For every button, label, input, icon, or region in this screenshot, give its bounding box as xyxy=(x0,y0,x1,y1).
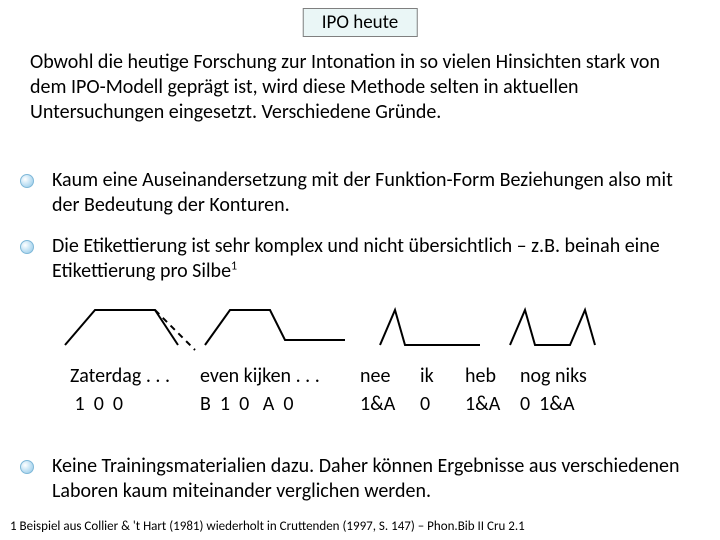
example-tag: 0 xyxy=(420,392,465,416)
intonation-contours xyxy=(60,300,660,360)
example-word: nog niks xyxy=(520,364,620,388)
example-tag: 1&A xyxy=(465,392,520,416)
bullet-text-3: Keine Trainingsmaterialien dazu. Daher k… xyxy=(52,454,705,504)
bullet-item-1: Kaum eine Auseinandersetzung mit der Fun… xyxy=(20,168,690,218)
example-word: even kijken . . . xyxy=(200,364,360,388)
example-tag: 0 1&A xyxy=(520,392,620,416)
contours-svg xyxy=(60,300,660,360)
bullet-text-2-main: Die Etikettierung ist sehr komplex und n… xyxy=(52,234,660,283)
bullet-item-2: Die Etikettierung ist sehr komplex und n… xyxy=(20,234,690,284)
example-tag: B 1 0 A 0 xyxy=(200,392,360,416)
bullet-text-1: Kaum eine Auseinandersetzung mit der Fun… xyxy=(52,168,690,218)
intro-paragraph: Obwohl die heutige Forschung zur Intonat… xyxy=(30,50,690,125)
example-word: ik xyxy=(420,364,465,388)
example-tag: 1 0 0 xyxy=(70,392,200,416)
slide-title-box: IPO heute xyxy=(303,8,418,37)
example-word: heb xyxy=(465,364,520,388)
bullet-text-2: Die Etikettierung ist sehr komplex und n… xyxy=(52,234,690,284)
example-tag: 1&A xyxy=(360,392,420,416)
example-word: nee xyxy=(360,364,420,388)
example-tags-row: 1 0 0B 1 0 A 01&A01&A0 1&A xyxy=(70,392,670,416)
slide-title: IPO heute xyxy=(322,11,399,34)
footnote: 1 Beispiel aus Collier & 't Hart (1981) … xyxy=(10,519,525,534)
bullet-icon xyxy=(20,460,34,474)
example-word: Zaterdag . . . xyxy=(70,364,200,388)
bullet-icon xyxy=(20,174,34,188)
example-words-row: Zaterdag . . .even kijken . . .neeikhebn… xyxy=(70,364,670,388)
bullet-item-3: Keine Trainingsmaterialien dazu. Daher k… xyxy=(20,454,705,504)
superscript-1: 1 xyxy=(231,259,237,273)
bullet-icon xyxy=(20,240,34,254)
